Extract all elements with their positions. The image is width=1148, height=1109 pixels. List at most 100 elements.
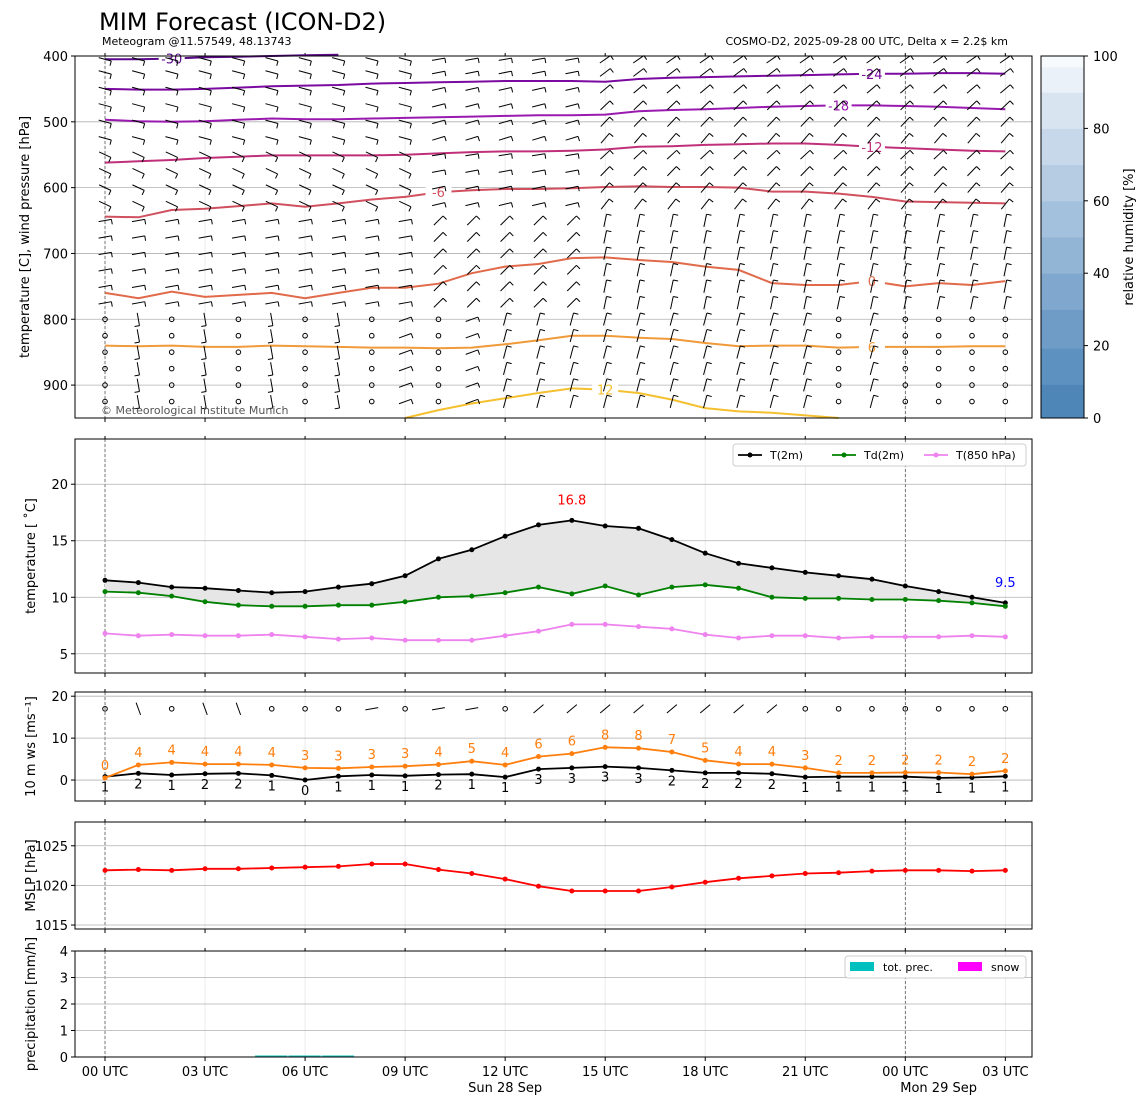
wind-barb: [767, 116, 777, 127]
legend-frame: [732, 443, 1027, 467]
wind-barb-flag: [742, 149, 748, 155]
wind-barb-flag: [477, 366, 481, 372]
wind-barb: [670, 230, 674, 244]
wind-barb-flag: [134, 358, 140, 360]
wind-barb: [365, 284, 379, 288]
wind-barb-flag: [806, 295, 812, 298]
calm-circle: [102, 382, 108, 388]
wind-barb-flag: [806, 263, 812, 266]
wind-barb: [870, 263, 874, 277]
wind-barb: [532, 202, 545, 207]
wind-barb-flag: [739, 263, 745, 266]
data-point: [135, 590, 141, 596]
wind-barb: [636, 246, 641, 260]
data-point: [769, 633, 775, 639]
wind-barb-flag: [939, 295, 945, 298]
wind-barb: [699, 84, 711, 94]
calm-circle: [902, 365, 909, 372]
data-point: [902, 769, 908, 775]
wind-barb-flag: [144, 301, 147, 307]
wind-barb: [732, 55, 745, 64]
calm-circle: [435, 316, 442, 323]
wind-barb-flag: [675, 132, 681, 137]
wind-barb: [836, 214, 841, 228]
wind-barb: [833, 84, 844, 94]
data-point: [1002, 634, 1008, 640]
wind-barb: [265, 167, 278, 175]
wind-barb: [536, 362, 541, 376]
wind-barb: [270, 312, 274, 326]
data-point: [769, 761, 775, 767]
wind-barb-flag: [842, 132, 847, 137]
wind-barb-flag: [142, 90, 146, 96]
wind-barb: [966, 84, 978, 94]
gust-label: 3: [801, 749, 809, 764]
wind-barb-flag: [544, 87, 547, 93]
wind-barb-flag: [643, 68, 648, 73]
wind-barb: [900, 198, 910, 210]
wind-barb: [365, 707, 379, 711]
wind-barb: [603, 329, 608, 343]
data-point: [335, 765, 341, 771]
calm-circle: [969, 316, 975, 323]
data-point: [402, 637, 408, 643]
wind-barb: [870, 246, 874, 260]
wind-barb: [733, 149, 744, 160]
data-point: [169, 593, 175, 599]
calm-circle: [1002, 332, 1009, 339]
wind-barb-flag: [942, 132, 947, 137]
wind-barb: [767, 166, 777, 177]
wind-barb-flag: [1009, 132, 1014, 137]
data-point: [569, 517, 575, 523]
wind-barb: [569, 378, 575, 392]
wind-barb: [933, 100, 944, 111]
wind-barb: [736, 214, 741, 228]
data-point: [502, 774, 508, 780]
wind-barb: [398, 349, 412, 355]
wind-barb-flag: [511, 58, 513, 64]
wind-barb: [398, 398, 412, 405]
series-1: [102, 582, 1008, 609]
wind-barb-flag: [276, 60, 279, 66]
wind-barb-flag: [142, 74, 146, 80]
wind-barb-flag: [739, 246, 745, 249]
wind-barb-flag: [409, 106, 412, 113]
wind-barb-flag: [511, 169, 513, 176]
wind-barb-flag: [673, 378, 679, 381]
gust-label: 2: [1001, 752, 1009, 767]
wind-barb: [465, 86, 479, 91]
precip-bar: [288, 1055, 321, 1058]
wind-barb: [298, 151, 312, 158]
wind-barb-flag: [177, 301, 180, 307]
wind-barb: [1000, 182, 1010, 193]
wind-barb-flag: [809, 116, 814, 121]
wind-barb-flag: [1006, 279, 1012, 282]
colorbar-tick-label: 80: [1093, 122, 1110, 137]
wind-barb: [198, 151, 212, 158]
isotherm-label: -12: [861, 141, 882, 156]
wind-barb: [700, 198, 710, 210]
gust-label: 4: [434, 746, 442, 761]
wind-barb-flag: [275, 190, 279, 196]
wind-barb-flag: [442, 248, 447, 253]
wind-barb-flag: [873, 312, 879, 315]
wind-barb: [736, 378, 741, 392]
wind-barb-flag: [775, 182, 781, 187]
wind-barb-flag: [277, 219, 280, 225]
wind-barb: [203, 378, 207, 392]
wind-barb-flag: [444, 58, 447, 64]
data-point: [169, 867, 175, 873]
wind-barb-flag: [809, 132, 814, 137]
wind-barb: [603, 279, 608, 293]
wind-barb: [165, 200, 178, 208]
wind-barb: [298, 284, 312, 288]
wind-barb-flag: [334, 325, 340, 328]
wind-barb-flag: [973, 246, 979, 249]
wind-barb-flag: [544, 186, 547, 192]
wind-barb: [131, 235, 145, 239]
colorbar-band: [1041, 200, 1084, 238]
wind-barb-flag: [939, 246, 945, 249]
wind-barb: [131, 119, 145, 124]
isotherm-label: -6: [432, 186, 445, 201]
